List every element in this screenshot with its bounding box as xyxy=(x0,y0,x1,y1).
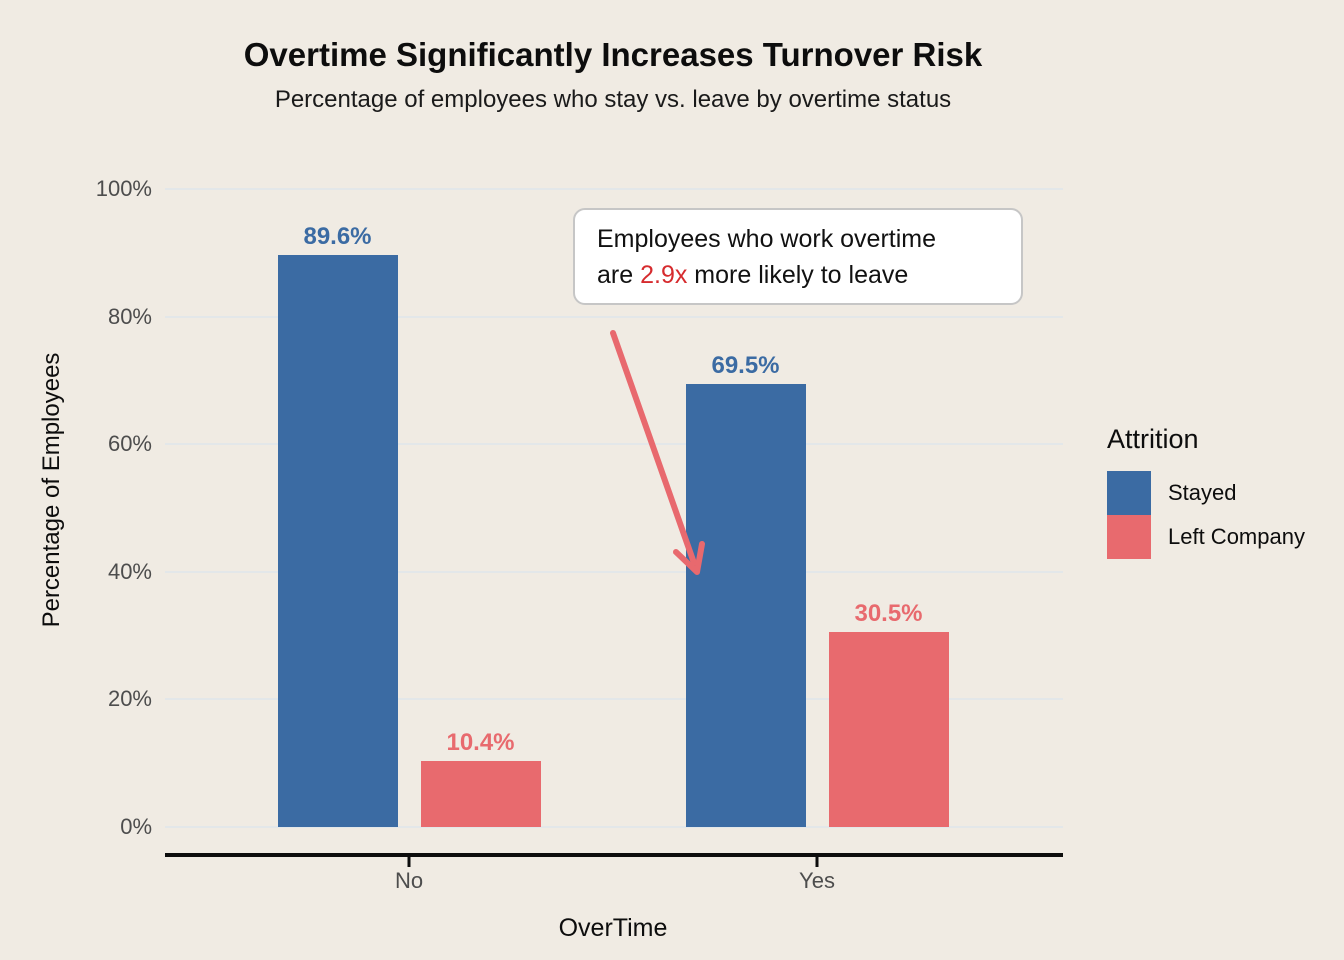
y-tick-label-0%: 0% xyxy=(120,814,152,839)
bar-yes-left-company xyxy=(828,632,949,827)
bar-yes-stayed xyxy=(685,383,806,827)
annotation-line2-prefix: are xyxy=(597,261,641,289)
chart-subtitle: Percentage of employees who stay vs. lea… xyxy=(274,86,952,113)
y-axis-title: Percentage of Employees xyxy=(38,352,65,628)
gridline-80% xyxy=(165,315,1063,318)
bar-value-label-no-stayed: 89.6% xyxy=(303,223,372,251)
legend: Attrition Stayed Left Company xyxy=(1107,424,1305,559)
legend-swatch-left-company xyxy=(1107,515,1151,559)
annotation-line1: Employees who work overtime xyxy=(597,225,937,253)
legend-item-stayed: Stayed xyxy=(1107,471,1305,515)
y-tick-label-100%: 100% xyxy=(95,176,152,201)
bar-value-label-no-left-company: 10.4% xyxy=(446,728,515,756)
y-tick-label-20%: 20% xyxy=(107,686,152,712)
annotation-line2-suffix: more likely to leave xyxy=(687,261,909,289)
x-tick-label-yes: Yes xyxy=(799,868,835,893)
gridline-100% xyxy=(165,188,1063,190)
y-tick-label-40%: 40% xyxy=(107,558,152,584)
legend-title: Attrition xyxy=(1107,424,1199,454)
chart-title: Overtime Significantly Increases Turnove… xyxy=(243,36,983,73)
x-axis-title: OverTime xyxy=(558,914,668,942)
annotation-box: Employees who work overtime are 2.9x mor… xyxy=(573,208,1023,305)
legend-item-left-company: Left Company xyxy=(1107,515,1305,559)
gridline-40% xyxy=(165,570,1063,573)
plot-area: 89.6% 10.4% 69.5% 30.5% xyxy=(165,188,1063,828)
bar-no-left-company xyxy=(420,760,541,827)
x-tick-label-no: No xyxy=(394,868,424,893)
annotation-highlight: 2.9x xyxy=(640,261,688,289)
bar-no-stayed xyxy=(277,255,398,827)
legend-label-stayed: Stayed xyxy=(1168,480,1237,505)
gridline-0% xyxy=(165,826,1063,828)
y-tick-label-60%: 60% xyxy=(107,431,152,457)
legend-label-left-company: Left Company xyxy=(1168,524,1305,549)
gridline-20% xyxy=(165,698,1063,701)
legend-swatch-stayed xyxy=(1107,471,1151,515)
bar-value-label-yes-left-company: 30.5% xyxy=(854,600,923,628)
x-axis-line xyxy=(165,853,1063,857)
x-tick-mark-no xyxy=(407,857,411,867)
y-tick-label-80%: 80% xyxy=(107,303,152,329)
bar-value-label-yes-stayed: 69.5% xyxy=(711,351,780,379)
x-tick-mark-yes xyxy=(815,857,819,867)
